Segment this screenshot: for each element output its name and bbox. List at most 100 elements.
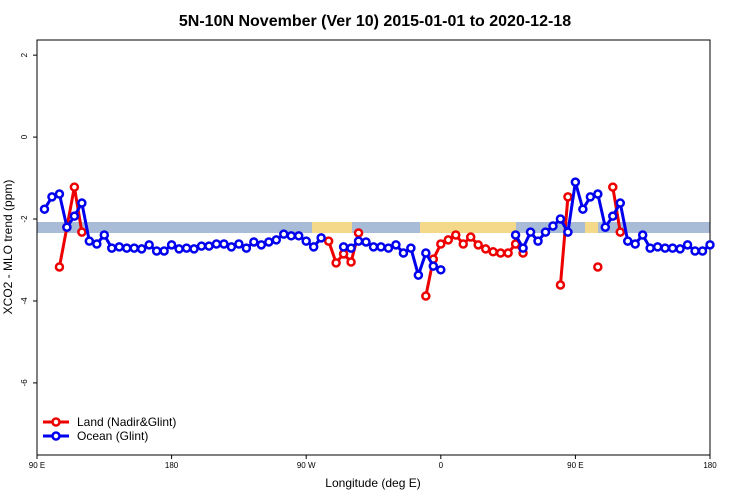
y-tick-label: 0 (20, 134, 29, 139)
data-point (383, 243, 394, 253)
data-point (308, 242, 319, 252)
data-point (129, 243, 139, 253)
data-point (570, 177, 581, 187)
data-point (451, 230, 461, 240)
data-point (361, 237, 371, 247)
data-point (705, 240, 715, 250)
data-point (503, 248, 513, 258)
x-tick-label: 90 E (567, 461, 583, 470)
data-point (436, 239, 446, 249)
data-point (166, 240, 177, 250)
data-point (47, 192, 57, 202)
data-point (77, 198, 87, 208)
data-point (271, 235, 282, 245)
data-point (62, 222, 72, 232)
data-point (234, 239, 244, 249)
data-point (600, 222, 611, 232)
data-point (353, 236, 364, 246)
data-point (353, 228, 364, 238)
data-point (473, 240, 483, 250)
data-point (533, 236, 543, 246)
data-point (368, 242, 379, 252)
data-point (181, 243, 192, 253)
data-point (465, 232, 476, 242)
data-point (69, 211, 80, 221)
data-point (84, 236, 95, 246)
x-tick-label: 180 (703, 461, 717, 470)
data-point (608, 211, 618, 221)
data-point (697, 246, 708, 256)
chart-title: 5N-10N November (Ver 10) 2015-01-01 to 2… (179, 13, 571, 30)
data-point (219, 239, 229, 249)
y-tick-label: -2 (20, 215, 29, 223)
surface-strip (37, 222, 710, 233)
data-point (338, 242, 349, 252)
data-point (480, 244, 491, 254)
data-point (488, 247, 498, 257)
data-point (293, 231, 304, 241)
data-point (563, 192, 573, 202)
data-point (615, 198, 626, 208)
data-point (540, 227, 551, 237)
y-tick-label: -4 (20, 297, 29, 305)
land-patch (585, 222, 598, 233)
data-point (637, 230, 648, 240)
data-point (174, 244, 184, 254)
data-point (54, 189, 65, 199)
data-point (458, 239, 468, 249)
data-point (428, 261, 439, 271)
data-point (316, 233, 326, 243)
data-point (398, 248, 409, 258)
data-point (196, 241, 207, 251)
data-point (622, 236, 633, 246)
data-point (391, 240, 401, 250)
x-tick-label: 0 (439, 461, 444, 470)
data-point (495, 248, 506, 258)
y-axis-label: XCO2 - MLO trend (ppm) (1, 180, 15, 315)
data-point (555, 280, 566, 290)
data-point (525, 227, 536, 237)
data-point (249, 237, 259, 247)
legend-marker (51, 431, 61, 441)
data-point (144, 240, 154, 250)
data-point (121, 243, 132, 253)
data-point (92, 239, 102, 249)
data-point (189, 244, 199, 254)
x-tick-label: 180 (165, 461, 179, 470)
data-point (331, 258, 341, 268)
data-point (77, 227, 87, 237)
data-point (204, 241, 214, 251)
x-tick-label: 90 W (297, 461, 316, 470)
data-point (630, 239, 640, 249)
data-point (69, 182, 80, 192)
data-point (256, 240, 267, 250)
x-axis-label: Longitude (deg E) (325, 476, 420, 490)
data-point (555, 214, 566, 224)
data-point (660, 243, 670, 253)
data-point (682, 240, 693, 250)
data-point (151, 246, 162, 256)
data-point (518, 243, 528, 253)
data-point (406, 243, 416, 253)
land-patch (318, 222, 352, 233)
data-point (563, 227, 573, 237)
data-point (114, 242, 125, 252)
x-tick-label: 90 E (29, 461, 45, 470)
data-point (675, 244, 685, 254)
data-point (436, 265, 446, 275)
data-point (226, 242, 237, 252)
data-point (667, 243, 678, 253)
data-point (301, 236, 311, 246)
data-point (264, 237, 274, 247)
data-point (107, 243, 117, 253)
data-point (346, 243, 356, 253)
data-point (510, 230, 521, 240)
data-point (241, 243, 252, 253)
data-point (323, 236, 334, 246)
data-point (443, 235, 454, 245)
data-point (615, 227, 626, 237)
data-point (421, 291, 431, 301)
data-point (54, 262, 65, 272)
data-point (548, 221, 558, 231)
